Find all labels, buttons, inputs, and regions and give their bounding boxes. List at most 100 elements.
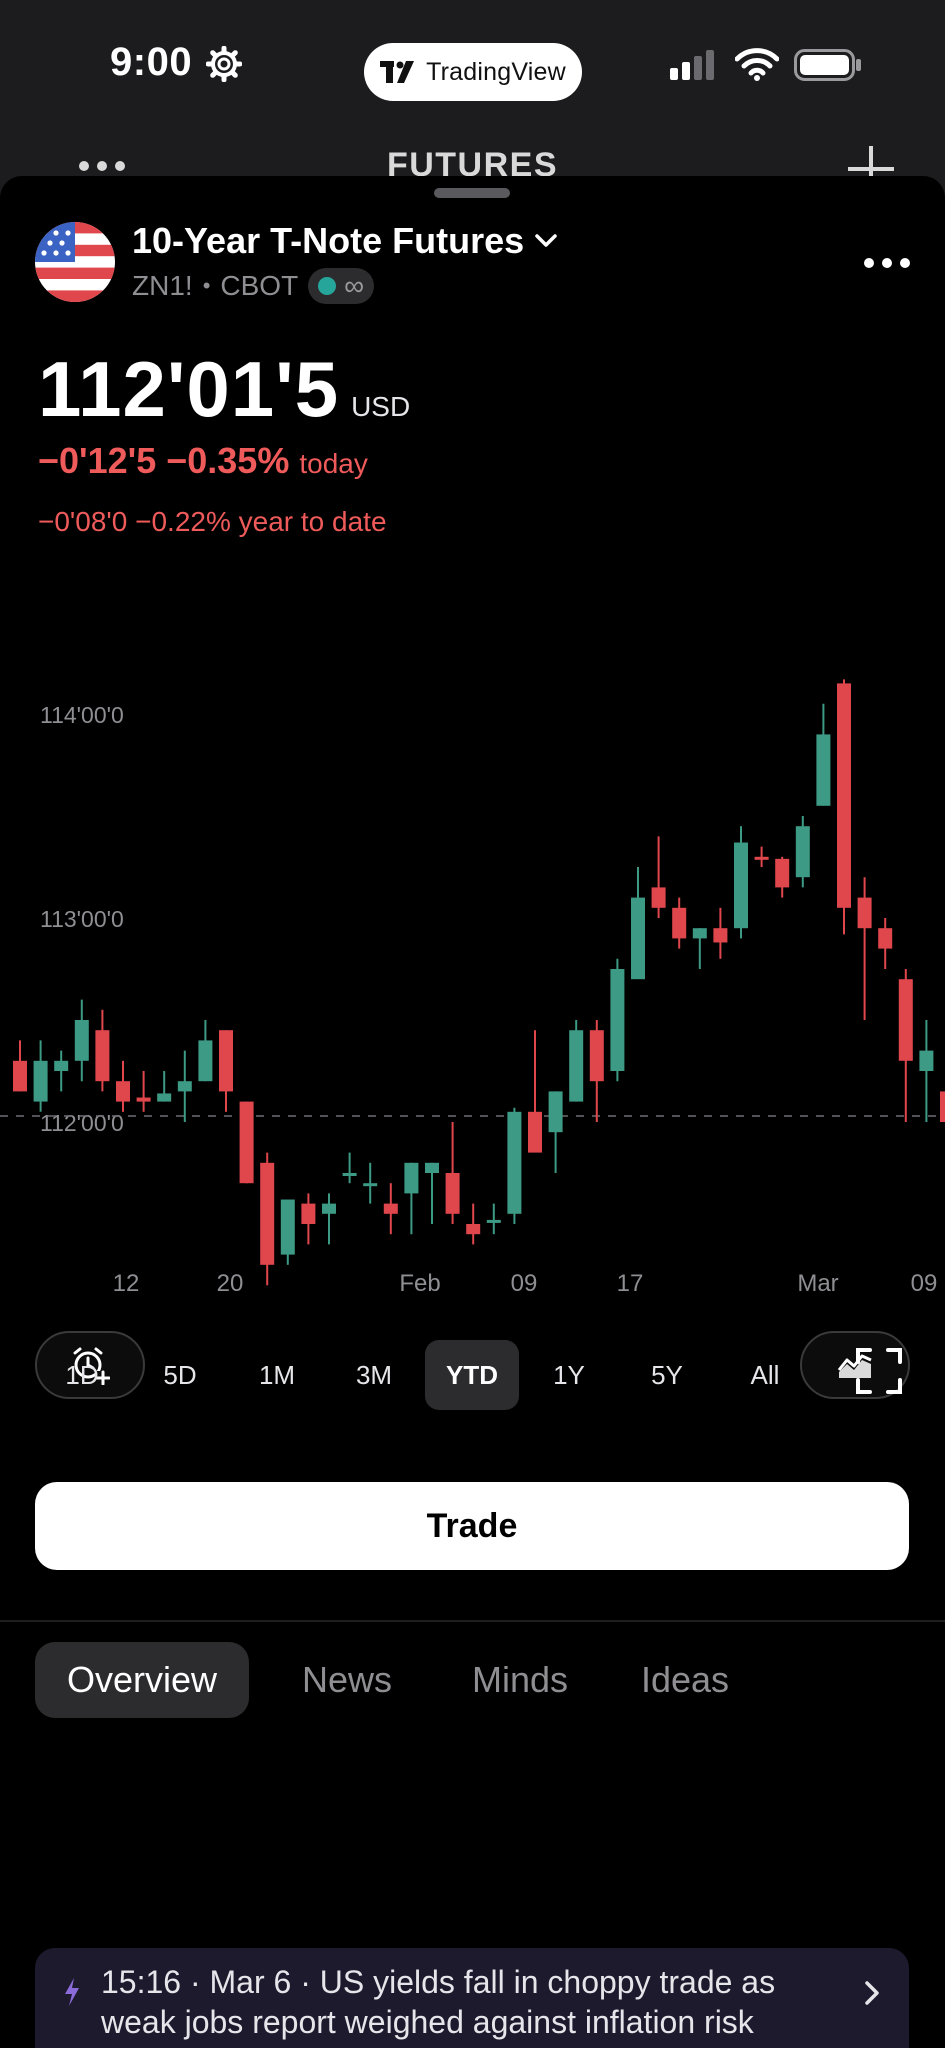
candle: [383, 1183, 398, 1235]
candle-body: [33, 1060, 48, 1102]
range-1m[interactable]: 1M: [258, 1359, 296, 1390]
candle-body: [445, 1173, 460, 1214]
change-today-value: −0'12'5 −0.35%: [38, 440, 290, 481]
candle: [919, 1020, 934, 1122]
candle-body: [260, 1162, 275, 1265]
candle: [239, 1101, 254, 1184]
signal-icon: [670, 50, 714, 80]
news-card[interactable]: 15:16 · Mar 6 · US yields fall in choppy…: [35, 1948, 909, 2048]
candle: [198, 1020, 213, 1082]
last-price: 112'01'5: [38, 345, 340, 433]
candle-body: [157, 1093, 172, 1102]
x-tick-label: 17: [616, 1270, 644, 1297]
candle-body: [528, 1111, 542, 1153]
ticker: ZN1!: [132, 270, 193, 301]
candle-body: [795, 826, 810, 878]
candle: [795, 816, 810, 888]
candle: [589, 1020, 604, 1122]
symbol-name: 10-Year T-Note Futures: [132, 220, 525, 261]
tradingview-pill[interactable]: TradingView: [364, 43, 582, 101]
more-icon[interactable]: [78, 160, 126, 172]
candle-body: [219, 1030, 233, 1092]
more-icon[interactable]: [862, 256, 912, 270]
x-tick-label: 12: [112, 1270, 140, 1297]
tradingview-logo-icon: [380, 61, 415, 83]
x-tick-label: 09: [910, 1270, 938, 1297]
candle: [177, 1050, 192, 1122]
candle: [157, 1071, 172, 1102]
candle: [775, 856, 790, 898]
futures-header: FUTURES: [0, 140, 945, 192]
change-today-label: today: [299, 448, 368, 479]
candle-body: [713, 928, 728, 943]
candle-body: [301, 1203, 316, 1224]
candle-body: [116, 1081, 130, 1102]
candle-body: [837, 683, 851, 908]
indicators-button[interactable]: [800, 1331, 910, 1399]
news-headline: 15:16 · Mar 6 · US yields fall in choppy…: [101, 1964, 776, 2040]
candle: [692, 928, 707, 969]
content-tabs: Overview News Minds Ideas: [35, 1642, 915, 1718]
tab-ideas[interactable]: Ideas: [640, 1659, 730, 1700]
candle: [569, 1020, 584, 1102]
tab-overview[interactable]: Overview: [35, 1642, 249, 1718]
candle: [322, 1193, 336, 1245]
tab-minds[interactable]: Minds: [471, 1659, 569, 1700]
tradingview-pill-label: TradingView: [426, 57, 566, 86]
range-ytd[interactable]: YTD: [425, 1340, 519, 1410]
change-today: −0'12'5 −0.35% today: [38, 440, 368, 482]
add-alert-button[interactable]: [35, 1331, 145, 1399]
symbol-name-button[interactable]: 10-Year T-Note Futures: [132, 220, 558, 262]
market-status-chip[interactable]: ∞: [308, 268, 375, 304]
candle: [816, 703, 831, 806]
chevron-right-icon: [865, 1981, 879, 2005]
tab-news[interactable]: News: [301, 1659, 393, 1700]
range-1y[interactable]: 1Y: [553, 1359, 585, 1390]
fullscreen-icon[interactable]: [856, 1348, 902, 1394]
range-5d[interactable]: 5D: [163, 1359, 197, 1390]
candle-body: [13, 1060, 27, 1092]
candle: [672, 897, 687, 949]
symbol-sheet: 10-Year T-Note Futures ZN1! • CBOT ∞ 112…: [0, 176, 945, 2048]
price-row: 112'01'5 USD: [38, 344, 410, 435]
candle-body: [857, 897, 872, 929]
candle-body: [734, 842, 748, 929]
range-all[interactable]: All: [750, 1359, 780, 1390]
chevron-down-icon: [535, 234, 557, 247]
x-tick-label: 20: [216, 1270, 244, 1297]
candle: [857, 877, 872, 1020]
range-1d[interactable]: 1D: [65, 1359, 99, 1390]
candle: [940, 1091, 945, 1122]
candle-body: [610, 969, 625, 1071]
candle: [33, 1040, 48, 1112]
candlestick-chart[interactable]: 114'00'0 113'00'0 112'00'0: [0, 606, 945, 1326]
y-tick-label: 113'00'0: [40, 906, 124, 932]
range-3m[interactable]: 3M: [355, 1359, 393, 1390]
candle-body: [466, 1224, 481, 1235]
range-5y[interactable]: 5Y: [651, 1359, 683, 1390]
status-bar: 9:00 TradingView: [0, 0, 945, 140]
candle-body: [95, 1030, 110, 1082]
candle-body: [878, 928, 893, 949]
candle-body: [239, 1101, 254, 1184]
change-ytd: −0'08'0 −0.22% year to date: [38, 506, 387, 537]
status-time: 9:00: [110, 40, 193, 84]
candle: [13, 1040, 27, 1092]
gear-icon: [206, 46, 242, 82]
candle-body: [548, 1091, 563, 1133]
battery-icon: [794, 49, 861, 81]
candle: [898, 969, 913, 1122]
candle: [837, 679, 851, 935]
candle: [425, 1162, 439, 1224]
price-currency: USD: [351, 391, 411, 422]
candle-body: [322, 1203, 336, 1214]
candle: [528, 1030, 542, 1153]
candle-body: [816, 734, 831, 806]
candle: [445, 1122, 460, 1224]
trade-button[interactable]: Trade: [35, 1482, 909, 1570]
sheet-grabber[interactable]: [434, 188, 510, 198]
candle: [116, 1060, 130, 1112]
candle: [342, 1152, 357, 1184]
candle: [74, 999, 89, 1082]
